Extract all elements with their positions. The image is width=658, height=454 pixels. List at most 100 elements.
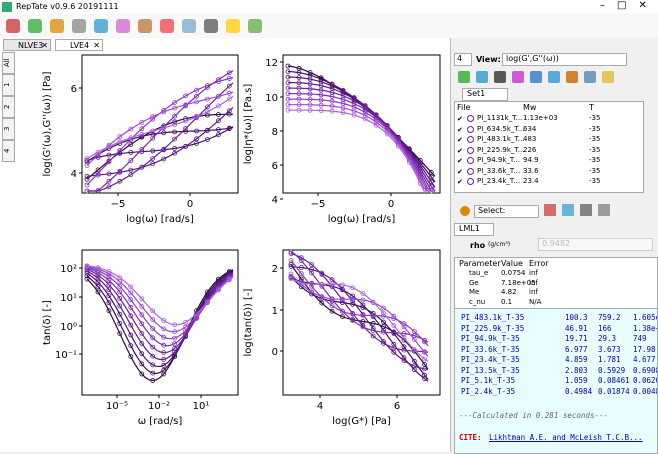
side-tab[interactable]: 1 — [2, 74, 15, 96]
checkbox[interactable]: ✔ — [457, 125, 463, 134]
marker — [204, 104, 210, 110]
marker — [139, 296, 145, 302]
side-tab[interactable]: All — [2, 52, 15, 74]
checkbox[interactable]: ✔ — [457, 178, 463, 186]
result-cell: 46.91 — [565, 323, 588, 333]
marker — [401, 324, 407, 330]
tab[interactable]: NLVE3 ✕ — [3, 39, 51, 51]
checkbox[interactable]: ✔ — [457, 167, 463, 176]
checkbox[interactable]: ✔ — [457, 115, 463, 123]
panel-button[interactable] — [584, 71, 596, 83]
marker — [360, 291, 366, 297]
theory-button[interactable] — [598, 204, 610, 216]
marker — [172, 105, 178, 111]
marker — [288, 257, 294, 263]
panel-button[interactable] — [494, 71, 506, 83]
marker — [215, 287, 221, 293]
panel-button[interactable] — [458, 71, 470, 83]
rho-field[interactable]: 0.9482 — [538, 238, 653, 251]
panel-button[interactable] — [530, 71, 542, 83]
panel-button[interactable] — [602, 71, 614, 83]
marker — [150, 135, 156, 141]
panel-button[interactable] — [512, 71, 524, 83]
marker — [298, 271, 304, 277]
file-cell: PI_225.9k_T... — [477, 145, 525, 154]
axes — [282, 54, 441, 194]
result-cell: 166 — [598, 323, 612, 333]
panel-button[interactable] — [566, 71, 578, 83]
select-combo[interactable]: Select: — [474, 205, 539, 218]
marker — [139, 330, 145, 336]
view-select[interactable]: log(G',G''(ω)) — [502, 53, 627, 66]
checkbox[interactable]: ✔ — [457, 157, 463, 165]
marker — [95, 167, 101, 173]
toolbar-button[interactable] — [160, 19, 174, 33]
file-cell: PI_23.4k_T... — [477, 177, 521, 185]
param-table: Parameter Value Error tau_e 0.0754 inf Ge 7.18e… — [454, 257, 658, 309]
marker — [411, 363, 417, 369]
marker — [106, 277, 112, 283]
param-cell: inf — [529, 278, 538, 287]
tab-close[interactable]: ✕ — [41, 41, 48, 50]
toolbar-button[interactable] — [72, 19, 86, 33]
marker — [362, 109, 368, 115]
toolbar-button[interactable] — [28, 19, 42, 33]
marker — [411, 336, 417, 342]
toolbar-button[interactable] — [138, 19, 152, 33]
theory-tab[interactable]: LML1 — [454, 223, 494, 236]
result-cell: 0.06207 — [633, 376, 657, 385]
theory-button[interactable] — [544, 204, 556, 216]
marker — [128, 142, 134, 147]
marker — [106, 274, 112, 280]
result-cell: 17.98 — [633, 344, 656, 354]
marker — [150, 335, 156, 341]
marker — [183, 324, 189, 330]
toolbar-button[interactable] — [226, 19, 240, 33]
side-tab[interactable]: 4 — [2, 140, 15, 162]
marker — [391, 323, 397, 328]
toolbar-button[interactable] — [182, 19, 196, 33]
cite-link[interactable]: Likhtman A.E. and McLeish T.C.B... — [489, 433, 643, 442]
result-cell: 29.3 — [598, 334, 617, 343]
marker — [350, 293, 356, 299]
y-tick-label: 10⁻¹ — [55, 350, 77, 361]
spinner[interactable]: 4 — [454, 53, 472, 66]
result-cell: 0.01874 — [598, 386, 630, 396]
tab-close[interactable]: ✕ — [93, 41, 100, 50]
toolbar-button[interactable] — [94, 19, 108, 33]
marker — [150, 353, 156, 359]
side-tab[interactable]: 2 — [2, 96, 15, 118]
result-cell: 0.6908 — [633, 365, 658, 375]
marker — [128, 135, 134, 141]
tab[interactable]: LVE4 ✕ — [55, 39, 103, 51]
toolbar-button[interactable] — [6, 19, 20, 33]
param-cell: 7.18e+05 — [501, 278, 536, 287]
file-cell: 33.6 — [523, 166, 539, 175]
panel-button[interactable] — [476, 71, 488, 83]
curve — [86, 269, 234, 382]
marker — [117, 289, 123, 295]
panel-button[interactable] — [548, 71, 560, 83]
side-tab[interactable]: 3 — [2, 118, 15, 140]
marker — [117, 147, 123, 153]
checkbox[interactable]: ✔ — [457, 136, 463, 144]
y-axis-label: log(G'(ω),G''(ω)) [Pa] — [42, 71, 53, 176]
marker — [401, 355, 407, 361]
toolbar-button[interactable] — [116, 19, 130, 33]
marker — [128, 284, 134, 290]
marker — [172, 119, 178, 125]
result-cell: PI_23.4k_T-35 — [461, 355, 520, 364]
checkbox[interactable]: ✔ — [457, 146, 463, 155]
marker — [84, 156, 90, 162]
theory-button[interactable] — [580, 204, 592, 216]
window-controls[interactable]: –□✕ — [600, 0, 658, 11]
curve — [86, 270, 234, 375]
toolbar-button[interactable] — [248, 19, 262, 33]
set-tab[interactable]: Set1 — [462, 88, 508, 101]
marker — [183, 93, 189, 99]
marker — [351, 98, 357, 104]
toolbar-button[interactable] — [50, 19, 64, 33]
toolbar-button[interactable] — [204, 19, 218, 33]
theory-button[interactable] — [562, 204, 574, 216]
